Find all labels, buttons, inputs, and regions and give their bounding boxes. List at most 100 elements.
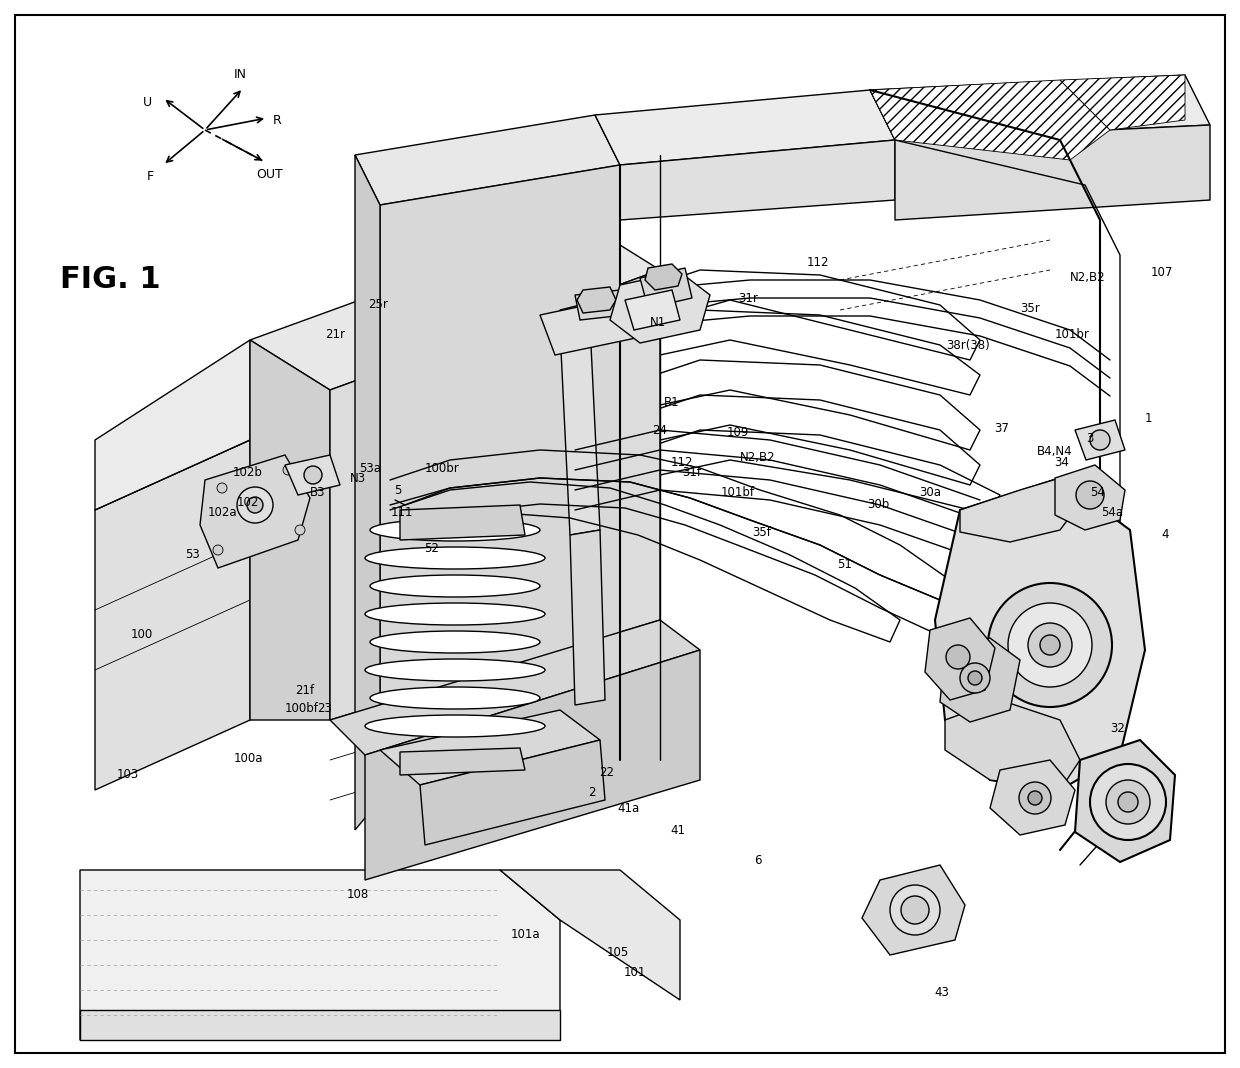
Text: 31r: 31r: [738, 292, 758, 304]
Circle shape: [1090, 764, 1166, 841]
Circle shape: [1028, 791, 1042, 805]
Circle shape: [1028, 623, 1073, 668]
Text: 5: 5: [394, 484, 402, 497]
Text: 101bf: 101bf: [720, 486, 755, 499]
Text: 30b: 30b: [867, 498, 889, 511]
Circle shape: [988, 583, 1112, 707]
Circle shape: [1118, 792, 1138, 812]
Polygon shape: [379, 710, 600, 785]
Polygon shape: [960, 478, 1075, 541]
Polygon shape: [570, 530, 605, 705]
Text: 112: 112: [671, 455, 693, 469]
Circle shape: [1008, 603, 1092, 687]
Text: 24: 24: [652, 424, 667, 437]
Polygon shape: [250, 340, 330, 720]
Polygon shape: [250, 220, 660, 390]
Text: 51: 51: [837, 559, 852, 571]
Circle shape: [968, 671, 982, 685]
Ellipse shape: [365, 659, 546, 681]
Ellipse shape: [370, 687, 539, 709]
Circle shape: [1106, 780, 1149, 824]
Text: 112: 112: [807, 255, 830, 268]
Polygon shape: [577, 287, 616, 313]
Text: 25r: 25r: [368, 298, 388, 312]
Text: 4: 4: [1161, 529, 1169, 541]
Polygon shape: [401, 505, 525, 540]
Text: N3: N3: [350, 471, 366, 485]
Polygon shape: [365, 650, 701, 880]
Text: 103: 103: [117, 769, 139, 782]
Text: B1: B1: [665, 395, 680, 408]
Ellipse shape: [370, 519, 539, 541]
Polygon shape: [560, 325, 600, 535]
Polygon shape: [379, 164, 620, 800]
Polygon shape: [1075, 740, 1176, 862]
Ellipse shape: [365, 547, 546, 569]
Text: 34: 34: [1054, 455, 1069, 469]
Polygon shape: [625, 290, 680, 330]
Ellipse shape: [365, 603, 546, 625]
Text: 102b: 102b: [233, 466, 263, 478]
Polygon shape: [355, 155, 379, 830]
Circle shape: [1076, 481, 1104, 509]
Circle shape: [1019, 782, 1052, 814]
Text: 1: 1: [1145, 411, 1152, 424]
Polygon shape: [420, 740, 605, 845]
Polygon shape: [990, 760, 1075, 835]
Text: 54a: 54a: [1101, 505, 1123, 518]
Text: 108: 108: [347, 889, 370, 901]
Text: 31f: 31f: [682, 466, 702, 478]
Text: N1: N1: [650, 315, 666, 329]
Circle shape: [946, 645, 970, 669]
Polygon shape: [1075, 420, 1125, 460]
Text: 32: 32: [1111, 722, 1126, 735]
Text: 41a: 41a: [616, 801, 639, 815]
Text: 53a: 53a: [360, 461, 381, 474]
Text: 53: 53: [185, 549, 200, 562]
Text: 100bf: 100bf: [285, 702, 319, 714]
Circle shape: [217, 483, 227, 493]
Text: 107: 107: [1151, 266, 1173, 279]
Text: IN: IN: [233, 67, 247, 80]
Text: 100: 100: [131, 628, 153, 642]
Text: 37: 37: [994, 422, 1009, 435]
Text: 30a: 30a: [919, 487, 941, 500]
Polygon shape: [645, 264, 682, 290]
Circle shape: [283, 465, 293, 475]
Text: N2,B2: N2,B2: [1070, 271, 1106, 284]
Text: 6: 6: [754, 853, 761, 866]
Polygon shape: [200, 455, 310, 568]
Polygon shape: [862, 865, 965, 955]
Polygon shape: [355, 115, 620, 205]
Text: 41: 41: [671, 823, 686, 836]
Polygon shape: [870, 80, 1110, 160]
Text: 21r: 21r: [325, 329, 345, 342]
Circle shape: [1040, 635, 1060, 655]
Text: 111: 111: [391, 505, 413, 518]
Text: 23: 23: [317, 702, 332, 714]
Text: 22: 22: [599, 766, 615, 779]
Polygon shape: [575, 290, 625, 320]
Polygon shape: [935, 478, 1145, 790]
Text: 105: 105: [606, 945, 629, 958]
Circle shape: [901, 896, 929, 924]
Text: N2,B2: N2,B2: [740, 452, 776, 465]
Text: 101: 101: [624, 965, 646, 978]
Circle shape: [890, 885, 940, 934]
Circle shape: [237, 487, 273, 523]
Text: 102: 102: [237, 496, 259, 508]
Polygon shape: [895, 125, 1210, 220]
Text: B4,N4: B4,N4: [1037, 445, 1073, 458]
Circle shape: [960, 663, 990, 693]
Polygon shape: [95, 340, 250, 511]
Ellipse shape: [370, 631, 539, 653]
Text: 35r: 35r: [1021, 301, 1040, 314]
Ellipse shape: [365, 714, 546, 737]
Polygon shape: [401, 748, 525, 775]
Polygon shape: [1055, 465, 1125, 530]
Polygon shape: [620, 140, 895, 220]
Polygon shape: [81, 1010, 560, 1040]
Polygon shape: [925, 618, 994, 700]
Text: 2: 2: [588, 786, 595, 800]
Text: B3: B3: [310, 486, 326, 499]
